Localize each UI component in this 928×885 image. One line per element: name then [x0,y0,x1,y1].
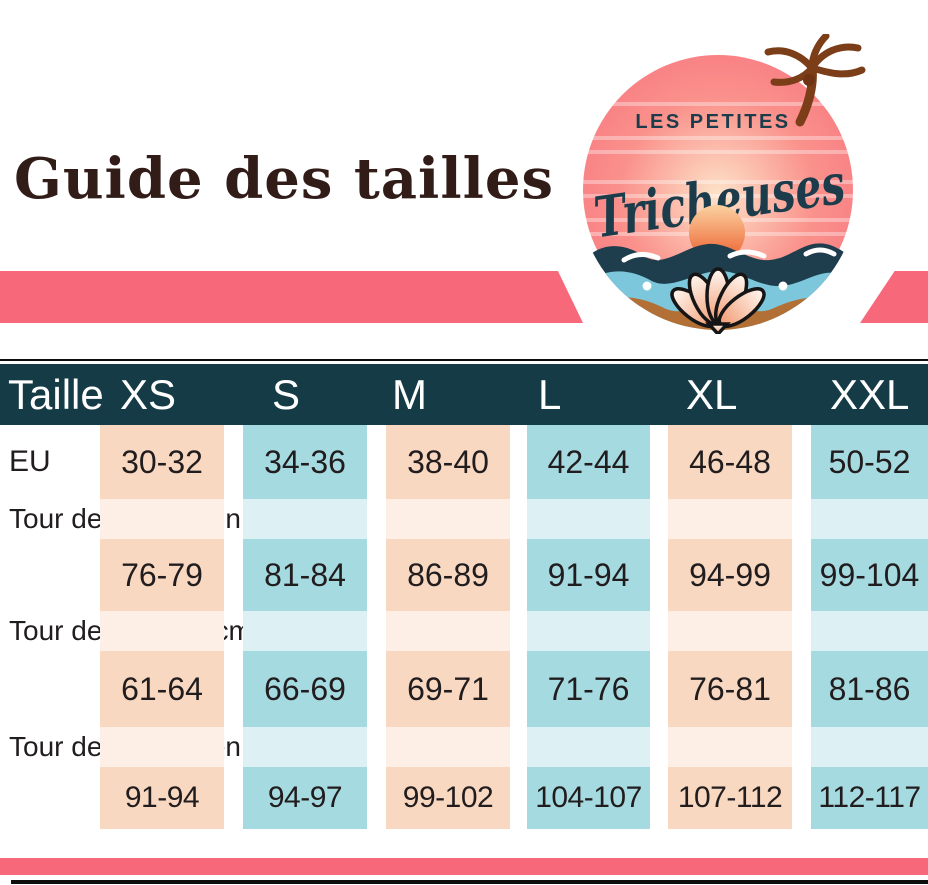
cell-hanche-m: 99-102 [386,767,510,829]
header-size-s: S [272,371,301,418]
row-tint [243,611,367,651]
row-tint [811,611,928,651]
cell-poitrine-s: 81-84 [243,539,367,611]
cell-hanche-s: 94-97 [243,767,367,829]
row-tint [668,727,792,767]
sand-dot [642,281,652,291]
row-tint [100,499,224,539]
row-tint [527,499,650,539]
cell-hanche-l: 104-107 [527,767,650,829]
palm-tree-icon [764,34,866,127]
table-top-line [0,359,928,361]
header-size-m: M [392,371,427,418]
header-size-xs: XS [120,371,177,418]
cell-poitrine-xl: 94-99 [668,539,792,611]
row-tint [100,727,224,767]
row-tint [668,611,792,651]
brand-top-text: LES PETITES [635,111,790,133]
sand-dot [778,281,788,291]
cell-eu-xxl: 50-52 [811,425,928,499]
row-tint [386,727,510,767]
table-header-band [0,364,928,425]
cell-eu-xl: 46-48 [668,425,792,499]
cell-taille-m: 69-71 [386,651,510,727]
page-title: Guide des tailles [14,146,555,212]
cell-taille-xs: 61-64 [100,651,224,727]
row-tint [243,727,367,767]
row-tint [386,611,510,651]
cell-poitrine-l: 91-94 [527,539,650,611]
cell-poitrine-m: 86-89 [386,539,510,611]
header-size-l: L [538,371,562,418]
header-size-xxl: XXL [830,371,910,418]
cell-eu-xs: 30-32 [100,425,224,499]
row-tint [811,727,928,767]
cell-hanche-xs: 91-94 [100,767,224,829]
cell-eu-m: 38-40 [386,425,510,499]
banner-stripe-left [0,271,583,323]
cell-poitrine-xs: 76-79 [100,539,224,611]
wave-highlights [621,247,837,263]
row-tint [527,727,650,767]
row-label-eu: EU [9,445,51,478]
shell-icon [670,267,766,334]
header-taille: Taille [8,371,104,418]
cell-taille-s: 66-69 [243,651,367,727]
header-size-xl: XL [686,371,738,418]
cell-poitrine-xxl: 99-104 [811,539,928,611]
row-tint [811,499,928,539]
brand-logo: LES PETITES Tricheuses [578,34,866,334]
cell-hanche-xl: 107-112 [668,767,792,829]
cell-taille-xl: 76-81 [668,651,792,727]
footer-black-line [11,880,928,884]
row-tint [100,611,224,651]
row-tint [386,499,510,539]
row-tint [668,499,792,539]
cell-taille-xxl: 81-86 [811,651,928,727]
cell-eu-s: 34-36 [243,425,367,499]
cell-eu-l: 42-44 [527,425,650,499]
cell-taille-l: 71-76 [527,651,650,727]
row-tint [527,611,650,651]
footer-pink-stripe [0,858,928,875]
cell-hanche-xxl: 112-117 [811,767,928,829]
row-tint [243,499,367,539]
